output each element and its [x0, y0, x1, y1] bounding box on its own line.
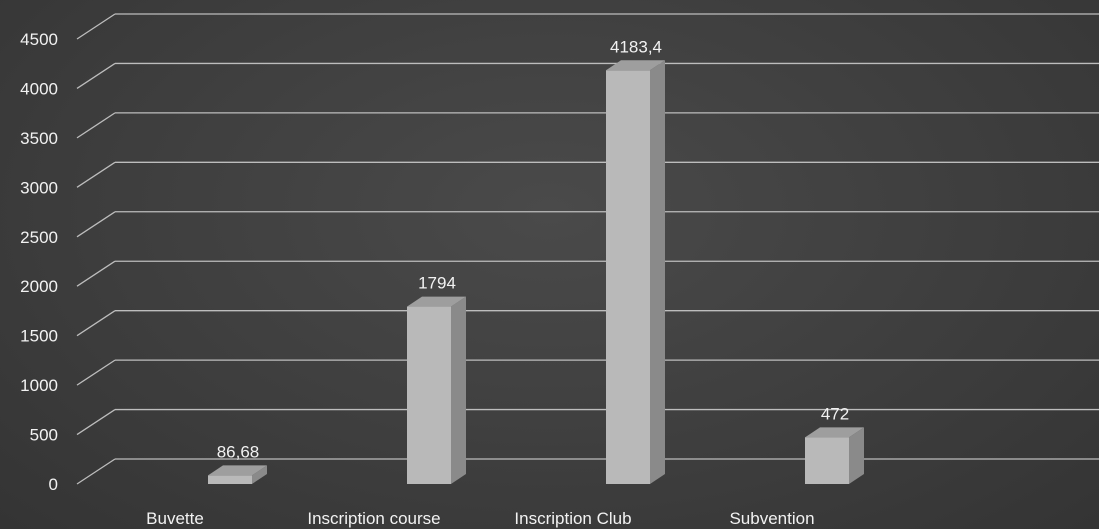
category-label: Buvette — [146, 509, 204, 528]
category-label: Inscription Club — [514, 509, 631, 528]
gridline-diagonal — [76, 62, 116, 89]
y-tick-label: 3000 — [20, 178, 58, 197]
gridline-diagonal — [76, 260, 116, 287]
y-axis-tick-labels: 0 500 1000 1500 2000 2500 3000 3500 4000 4500 — [20, 30, 58, 494]
bar — [805, 427, 864, 484]
category-label: Subvention — [729, 509, 814, 528]
bar-top — [606, 60, 665, 71]
data-labels: 86,68 1794 4183,4 472 — [217, 37, 849, 461]
y-tick-label: 0 — [49, 475, 58, 494]
bar — [407, 296, 466, 484]
gridline-diagonal — [76, 211, 116, 238]
category-label: Inscription course — [307, 509, 440, 528]
data-label: 4183,4 — [610, 37, 662, 56]
gridline-diagonal — [76, 112, 116, 139]
bar-front — [805, 437, 849, 484]
bar — [208, 465, 267, 484]
bars — [208, 60, 864, 484]
y-tick-label: 1500 — [20, 327, 58, 346]
bar-side — [451, 296, 466, 484]
category-labels: Buvette Inscription course Inscription Clu… — [146, 509, 814, 528]
bar-front — [407, 306, 451, 484]
gridline-diagonal — [76, 458, 116, 485]
bar-side — [252, 465, 267, 484]
bar — [606, 60, 665, 484]
y-tick-label: 4500 — [20, 30, 58, 49]
bar-top — [805, 427, 864, 438]
y-tick-label: 500 — [30, 426, 58, 445]
data-label: 1794 — [418, 274, 456, 293]
gridlines — [76, 13, 1099, 485]
y-tick-label: 1000 — [20, 376, 58, 395]
bar-top — [407, 296, 466, 307]
gridline-diagonal — [76, 359, 116, 386]
bar-front — [208, 475, 252, 484]
y-tick-label: 2500 — [20, 228, 58, 247]
bar-front — [606, 70, 650, 484]
y-tick-label: 3500 — [20, 129, 58, 148]
y-tick-label: 4000 — [20, 79, 58, 98]
gridline-diagonal — [76, 310, 116, 337]
bar-side — [650, 60, 665, 484]
bar-top — [208, 465, 267, 476]
data-label: 86,68 — [217, 442, 260, 461]
gridline-diagonal — [76, 409, 116, 436]
gridline-diagonal — [76, 161, 116, 188]
bar-side — [849, 427, 864, 484]
data-label: 472 — [821, 404, 849, 423]
y-tick-label: 2000 — [20, 277, 58, 296]
gridline-diagonal — [76, 13, 116, 40]
